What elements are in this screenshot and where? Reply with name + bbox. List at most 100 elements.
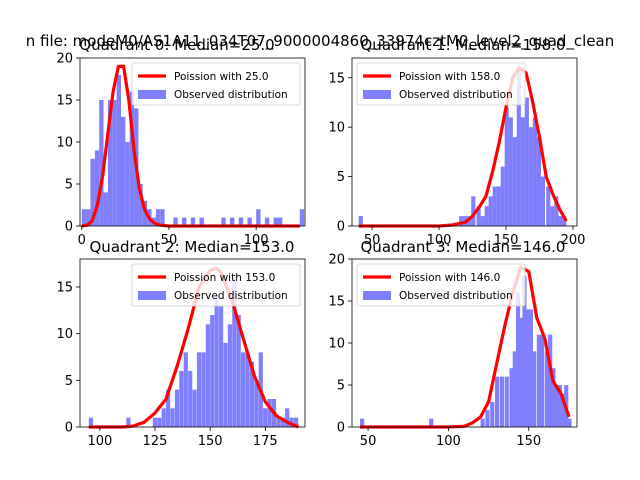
y-tick-label: 0 [65, 421, 73, 436]
histogram-bar [495, 376, 500, 427]
y-tick-label: 5 [65, 374, 73, 389]
histogram-bar [280, 417, 285, 427]
histogram-bar [554, 196, 559, 226]
legend-label-bars: Observed distribution [399, 89, 513, 101]
histogram-bar [557, 385, 562, 427]
histogram-bar [490, 401, 495, 427]
histogram-bar [492, 186, 497, 226]
histogram-bar [218, 305, 224, 427]
histogram-bar [519, 317, 524, 427]
x-tick-label: 50 [161, 233, 178, 248]
histogram-bar [522, 275, 527, 427]
histogram-bar [560, 393, 566, 427]
histogram-bar [214, 296, 219, 427]
histogram-bar [558, 216, 563, 226]
y-tick-label: 0 [65, 220, 73, 235]
axes-frame [79, 258, 306, 428]
histogram-bar [188, 371, 193, 427]
histogram-bar [120, 116, 126, 226]
legend-label-curve: Poission with 158.0 [399, 71, 500, 83]
histogram-bar [161, 408, 166, 427]
histogram-bar [277, 217, 283, 226]
histogram-bar [205, 324, 210, 427]
histogram-bar [546, 186, 551, 226]
x-tick-label: 100 [87, 434, 112, 449]
histogram-bar [230, 217, 235, 226]
histogram-bar [210, 315, 215, 427]
legend: Poission with 158.0 Observed distribution [356, 62, 526, 106]
histogram-bar [550, 206, 555, 226]
histogram-bar [459, 216, 464, 226]
histogram-bar [512, 351, 517, 427]
histogram-bar [223, 343, 228, 427]
histogram-bar [264, 217, 270, 226]
legend: Poission with 146.0 Observed distribution [356, 263, 526, 307]
legend-box [356, 263, 526, 307]
histogram-bar [99, 100, 104, 226]
quadrant-3-panel: 50 100 150 0 5 10 15 20 Poission with 146.0 Obser… [328, 238, 578, 449]
y-tick-label: 10 [328, 337, 345, 352]
legend-bar-swatch [138, 291, 166, 300]
legend-bar-swatch [138, 90, 166, 99]
y-tick-label: 10 [328, 121, 345, 136]
legend-label-curve: Poission with 146.0 [399, 272, 500, 284]
histogram-bar [520, 117, 525, 226]
y-tick-label: 15 [56, 94, 73, 109]
quadrant-2-panel: 100 125 150 175 0 5 10 15 Poission with 153.0 Obs… [56, 238, 306, 449]
histogram-bar [536, 334, 541, 427]
histogram-bar [551, 368, 556, 427]
quadrant-0-title: Quadrant 0: Median=25.0 [79, 36, 274, 54]
histogram-bar [247, 217, 252, 226]
histogram-bar [263, 408, 268, 427]
histogram-bar [360, 418, 365, 427]
axes-frame [351, 57, 578, 227]
histogram-bar [548, 334, 553, 427]
histogram-bar [125, 142, 130, 226]
y-tick-label: 15 [328, 295, 345, 310]
legend-label-bars: Observed distribution [174, 89, 288, 101]
histogram-bar [88, 417, 94, 427]
histogram-bar [256, 209, 261, 226]
histogram-bar [276, 417, 281, 427]
y-tick-label: 20 [56, 52, 73, 67]
histogram-bar [528, 309, 533, 427]
histogram-bar [554, 385, 559, 427]
histogram-bar [562, 216, 567, 226]
histogram-bar [81, 209, 87, 226]
histogram-bar [504, 376, 509, 427]
histogram-bar [126, 417, 131, 427]
histogram-bar [170, 408, 175, 427]
x-tick-label: 150 [516, 434, 541, 449]
histogram-bar [512, 137, 517, 226]
histogram-bar [254, 380, 259, 427]
histogram-bar [116, 74, 121, 226]
histogram-bar [504, 107, 509, 226]
histogram-bar [499, 376, 505, 427]
histogram-bar [241, 352, 246, 427]
histogram-bar [227, 324, 232, 427]
x-tick-label: 150 [198, 434, 223, 449]
histogram-bar [90, 158, 95, 226]
histogram-bar [94, 150, 100, 226]
x-tick-label: 100 [244, 233, 269, 248]
quadrant-0-panel: 0 50 100 0 5 10 15 20 Poission with 25.0 Observed… [56, 36, 306, 248]
x-tick-label: 50 [364, 233, 381, 248]
histogram-bar [166, 389, 171, 427]
histogram-bar [221, 217, 226, 226]
histogram-bar [273, 217, 278, 226]
y-tick-label: 10 [56, 327, 73, 342]
histogram-bar [484, 206, 489, 226]
legend: Poission with 153.0 Observed distribution [131, 263, 301, 307]
y-tick-label: 5 [65, 178, 73, 193]
histogram-bar [289, 417, 294, 427]
x-tick-label: 0 [78, 233, 86, 248]
figure-title: n file: modeM0/AS1A11_034T07_9000004860_… [26, 32, 615, 51]
histogram-bar [471, 196, 476, 226]
histogram-bar [86, 209, 91, 226]
legend-label-bars: Observed distribution [174, 290, 288, 302]
histogram-bar [544, 351, 550, 427]
x-tick-label: 50 [360, 434, 377, 449]
histogram-bar [515, 292, 521, 427]
histogram-bar [152, 417, 157, 427]
histogram-bar [567, 418, 572, 427]
